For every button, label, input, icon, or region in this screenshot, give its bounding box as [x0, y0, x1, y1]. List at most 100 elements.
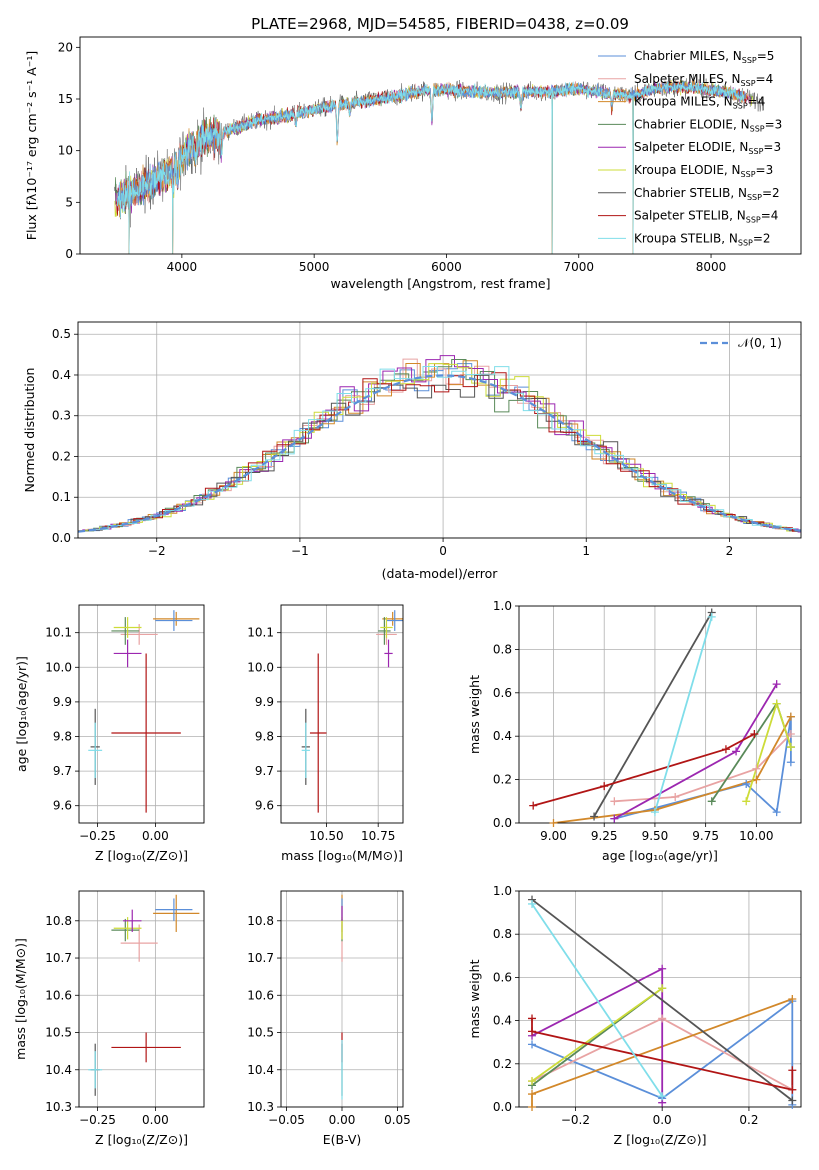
y-tick-label: 1.0 — [493, 884, 512, 898]
plot-area-residuals — [78, 322, 801, 538]
x-tick-label: 9.50 — [642, 829, 669, 843]
y-tick-label: 10.8 — [247, 914, 274, 928]
x-tick-label: 1 — [582, 544, 590, 558]
x-tick-label: 0.00 — [142, 829, 169, 843]
weight-marker-se — [772, 680, 781, 689]
x-tick-label: −0.2 — [561, 1113, 590, 1127]
x-axis-label: Z [log₁₀(Z/Z⊙)] — [95, 1132, 188, 1147]
weight-marker-sm — [671, 792, 680, 801]
y-tick-label: 0.6 — [493, 970, 512, 984]
y-tick-label: 5 — [65, 195, 73, 209]
weight-marker-km — [752, 775, 761, 784]
legend-sub: SSP — [741, 170, 756, 179]
x-tick-label: 0.00 — [142, 1113, 169, 1127]
y-tick-label: 10.6 — [247, 988, 274, 1002]
weight-marker-ks — [650, 808, 659, 817]
weight-marker-km — [788, 995, 797, 1003]
legend-suffix: =2 — [753, 231, 771, 245]
y-tick-label: 0.0 — [52, 531, 71, 545]
weight-marker-ke — [528, 1077, 537, 1086]
y-tick-label: 9.9 — [255, 695, 274, 709]
y-tick-label: 0.5 — [52, 327, 71, 341]
y-tick-label: 9.6 — [53, 799, 72, 813]
axes-frame — [79, 36, 802, 255]
y-axis-label: Flux [fλ10⁻¹⁷ erg cm⁻² s⁻¹ A⁻¹] — [24, 51, 39, 240]
weight-marker-cs — [590, 812, 599, 821]
x-tick-label: −1 — [291, 544, 309, 558]
y-tick-label: 0.0 — [493, 1100, 512, 1114]
x-tick-label: 9.75 — [692, 829, 719, 843]
y-tick-label: 0.2 — [52, 449, 71, 463]
x-axis-label: Z [log₁₀(Z/Z⊙)] — [614, 1132, 707, 1147]
x-axis-label: wavelength [Angstrom, rest frame] — [330, 276, 550, 291]
x-axis-label: Z [log₁₀(Z/Z⊙)] — [95, 848, 188, 863]
spectrum-line-ks — [117, 81, 745, 254]
weight-marker-ss — [750, 730, 759, 739]
legend-label: Kroupa ELODIE, NSSP=3 — [634, 163, 773, 179]
y-tick-label: 10.0 — [45, 660, 72, 674]
x-tick-label: 2 — [726, 544, 734, 558]
histogram-cs — [88, 374, 801, 532]
y-tick-label: 10 — [58, 144, 73, 158]
y-tick-label: 0.4 — [493, 1014, 512, 1028]
weight-marker-ss — [600, 782, 609, 791]
y-tick-label: 10.1 — [247, 626, 274, 640]
y-tick-label: 10.6 — [45, 988, 72, 1002]
figure-title: PLATE=2968, MJD=54585, FIBERID=0438, z=0… — [251, 15, 629, 33]
weight-marker-se — [732, 747, 741, 756]
plot-area-mass-vs-Z — [79, 891, 204, 1107]
legend-label: Chabrier ELODIE, NSSP=3 — [634, 117, 782, 133]
y-tick-label: 10.3 — [45, 1100, 72, 1114]
weight-line-ks — [531, 903, 663, 1097]
axes-frame — [280, 604, 404, 824]
axes-frame — [78, 604, 205, 824]
y-tick-label: 0.0 — [493, 816, 512, 830]
x-tick-label: 10.00 — [739, 829, 773, 843]
legend-sub: SSP — [747, 193, 762, 202]
chart-weight-vs-Z: −0.2 0.0 0.2 0.0 0.2 0.4 0.6 0.8 1.0 Z [log₁₀(Z/Z… — [467, 884, 802, 1147]
y-tick-label: 0.4 — [493, 729, 512, 743]
plot-area-spectrum — [114, 73, 764, 254]
legend-sub: SSP — [741, 79, 756, 88]
x-tick-label: 9.00 — [540, 829, 567, 843]
axes-frame — [280, 890, 404, 1108]
weight-marker-ss — [529, 801, 538, 810]
weight-marker-ke — [772, 699, 781, 708]
legend-suffix: =3 — [765, 117, 783, 131]
y-tick-label: 9.7 — [255, 764, 274, 778]
weight-line-cs — [531, 898, 793, 1102]
y-tick-label: 10.1 — [45, 626, 72, 640]
y-axis-label: Normed distribution — [22, 368, 37, 493]
x-tick-label: −2 — [148, 544, 166, 558]
weight-marker-cs — [788, 1096, 797, 1105]
y-tick-label: 9.7 — [53, 764, 72, 778]
weight-marker-ss — [528, 1014, 537, 1023]
y-axis-label: mass weight — [467, 959, 482, 1038]
weight-marker-sm — [610, 797, 619, 806]
weight-line-ss — [532, 733, 755, 807]
chart-spectrum: 4000 5000 6000 7000 8000 0 5 10 15 20 wavelength [… — [24, 36, 802, 291]
y-axis-label: age [log₁₀(age/yr)] — [14, 656, 29, 772]
y-tick-label: 10.0 — [247, 660, 274, 674]
weight-marker-sm — [658, 1014, 667, 1023]
legend-label: Salpeter MILES, NSSP=4 — [634, 72, 773, 88]
axes-frame — [78, 890, 205, 1108]
weight-line-ks — [654, 616, 713, 813]
y-tick-label: 20 — [58, 40, 73, 54]
weight-marker-ks — [707, 612, 716, 621]
y-tick-label: 10.5 — [247, 1026, 274, 1040]
legend-label: Kroupa STELIB, NSSP=2 — [634, 231, 771, 247]
weight-line-ss — [531, 1018, 794, 1091]
weight-marker-cm — [528, 1040, 537, 1049]
legend-label: Chabrier STELIB, NSSP=2 — [634, 186, 780, 202]
chart-weight-vs-age: 9.00 9.25 9.50 9.75 10.00 0.0 0.2 0.4 0.6 0.8 1.0 a… — [467, 599, 802, 863]
x-tick-label: 9.25 — [591, 829, 618, 843]
y-tick-label: 9.8 — [53, 729, 72, 743]
y-tick-label: 0.2 — [493, 1057, 512, 1071]
chart-residuals: −2 −1 0 1 2 0.0 0.1 0.2 0.3 0.4 0.5 (data-model)/er… — [22, 321, 802, 581]
legend-suffix: =5 — [757, 49, 775, 63]
legend-label: Chabrier MILES, NSSP=5 — [634, 49, 774, 65]
x-tick-label: −0.25 — [79, 1113, 116, 1127]
legend-sub: SSP — [738, 238, 753, 247]
